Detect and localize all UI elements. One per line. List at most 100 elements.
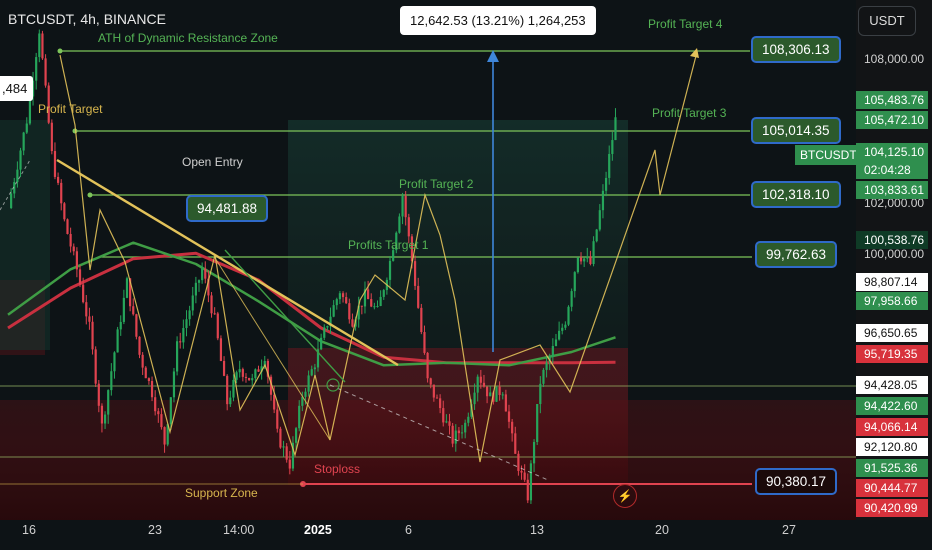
candle-body xyxy=(561,327,564,331)
candle-body xyxy=(539,383,542,405)
price-chip: 94,066.14 xyxy=(856,418,928,436)
candle-body xyxy=(417,285,420,308)
candle-body xyxy=(222,360,226,376)
projection-path xyxy=(59,51,698,463)
candle-body xyxy=(260,366,263,372)
candle-body xyxy=(172,371,176,398)
price-chip: 96,650.65 xyxy=(856,324,928,342)
price-chip: 94,428.05 xyxy=(856,376,928,394)
time-tick: 23 xyxy=(148,523,162,537)
candle-body xyxy=(451,425,454,444)
candle-body xyxy=(44,58,47,86)
candle-body xyxy=(201,268,204,281)
candle-body xyxy=(141,354,144,368)
candle-body xyxy=(595,229,598,242)
candle-body xyxy=(194,282,197,296)
candle-body xyxy=(485,386,489,397)
candle-body xyxy=(132,306,135,315)
candle-body xyxy=(576,257,579,273)
time-tick: 13 xyxy=(530,523,544,537)
candle-body xyxy=(282,446,285,448)
candle-body xyxy=(498,386,501,395)
left-price-label: ,484 xyxy=(0,76,34,101)
candle-body xyxy=(426,352,429,379)
candle-body xyxy=(69,233,72,247)
candle-body xyxy=(357,305,360,320)
candle-body xyxy=(53,151,57,177)
open-entry-price[interactable]: 94,481.88 xyxy=(186,195,269,222)
profit-target-label: Profit Target xyxy=(38,102,103,116)
candle-body xyxy=(460,432,464,434)
candle-body xyxy=(232,379,235,398)
candle-body xyxy=(38,33,41,58)
candle-body xyxy=(207,278,210,296)
candle-body xyxy=(216,313,219,339)
candle-body xyxy=(464,422,467,433)
candle-body xyxy=(125,278,129,298)
candle-body xyxy=(310,369,313,376)
candle-body xyxy=(495,386,498,402)
candle-body xyxy=(66,219,69,234)
candle-body xyxy=(589,256,592,264)
time-axis[interactable] xyxy=(0,520,856,550)
candle-body xyxy=(520,470,523,473)
candle-body xyxy=(457,430,461,434)
candle-body xyxy=(316,349,320,368)
candle-body xyxy=(191,295,194,311)
profit-target-2-price[interactable]: 102,318.10 xyxy=(751,181,841,208)
measure-readout: 12,642.53 (13.21%) 1,264,253 xyxy=(400,6,596,35)
candle-body xyxy=(554,339,558,346)
candle-body xyxy=(144,367,147,379)
symbol-title: BTCUSDT, 4h, BINANCE xyxy=(8,11,166,27)
candle-body xyxy=(476,376,479,393)
candle-body xyxy=(601,190,605,211)
bottom-fade xyxy=(0,400,856,520)
candle-body xyxy=(75,251,78,270)
candle-body xyxy=(22,132,25,151)
candle-body xyxy=(536,404,539,443)
price-chip: 92,120.80 xyxy=(856,438,928,456)
candle-body xyxy=(351,319,354,327)
candle-body xyxy=(332,305,335,317)
time-tick: 14:00 xyxy=(223,523,255,537)
candle-body xyxy=(57,176,60,183)
candle-body xyxy=(363,289,367,307)
candle-body xyxy=(542,369,545,384)
candle-body xyxy=(135,314,138,337)
candle-body xyxy=(507,411,511,422)
symbol-tag: BTCUSDT xyxy=(795,145,862,165)
alert-bolt-icon[interactable]: ⚡ xyxy=(613,484,637,508)
candle-body xyxy=(564,324,567,328)
candle-body xyxy=(116,329,119,353)
price-tick: 108,000.00 xyxy=(864,52,925,66)
candle-body xyxy=(226,375,229,405)
profit-target-3-price[interactable]: 105,014.35 xyxy=(751,117,841,144)
price-chip: 98,807.14 xyxy=(856,273,928,291)
profit-target-1-price[interactable]: 99,762.63 xyxy=(755,241,838,268)
candle-body xyxy=(517,453,520,471)
candle-body xyxy=(269,376,273,395)
candle-body xyxy=(266,360,269,377)
time-tick: 27 xyxy=(782,523,796,537)
candle-body xyxy=(263,360,266,367)
candle-body xyxy=(279,428,282,448)
candle-body xyxy=(248,377,251,381)
currency-selector[interactable]: USDT xyxy=(858,6,916,36)
candle-body xyxy=(88,316,91,322)
stoploss-price[interactable]: 90,380.17 xyxy=(755,468,838,495)
candle-body xyxy=(122,297,125,322)
price-chip: 95,719.35 xyxy=(856,345,928,363)
candle-body xyxy=(523,472,526,480)
profit-target-4-price[interactable]: 108,306.13 xyxy=(751,36,841,63)
candle-body xyxy=(504,394,507,412)
candle-body xyxy=(479,376,482,383)
candle-body xyxy=(313,367,316,370)
candle-body xyxy=(182,328,185,343)
candle-body xyxy=(213,313,216,315)
candle-body xyxy=(323,327,326,338)
resistance-trendline xyxy=(56,158,399,367)
measure-arrow-head xyxy=(487,50,499,62)
candle-body xyxy=(526,479,529,501)
support-zone-label: Support Zone xyxy=(185,486,258,500)
